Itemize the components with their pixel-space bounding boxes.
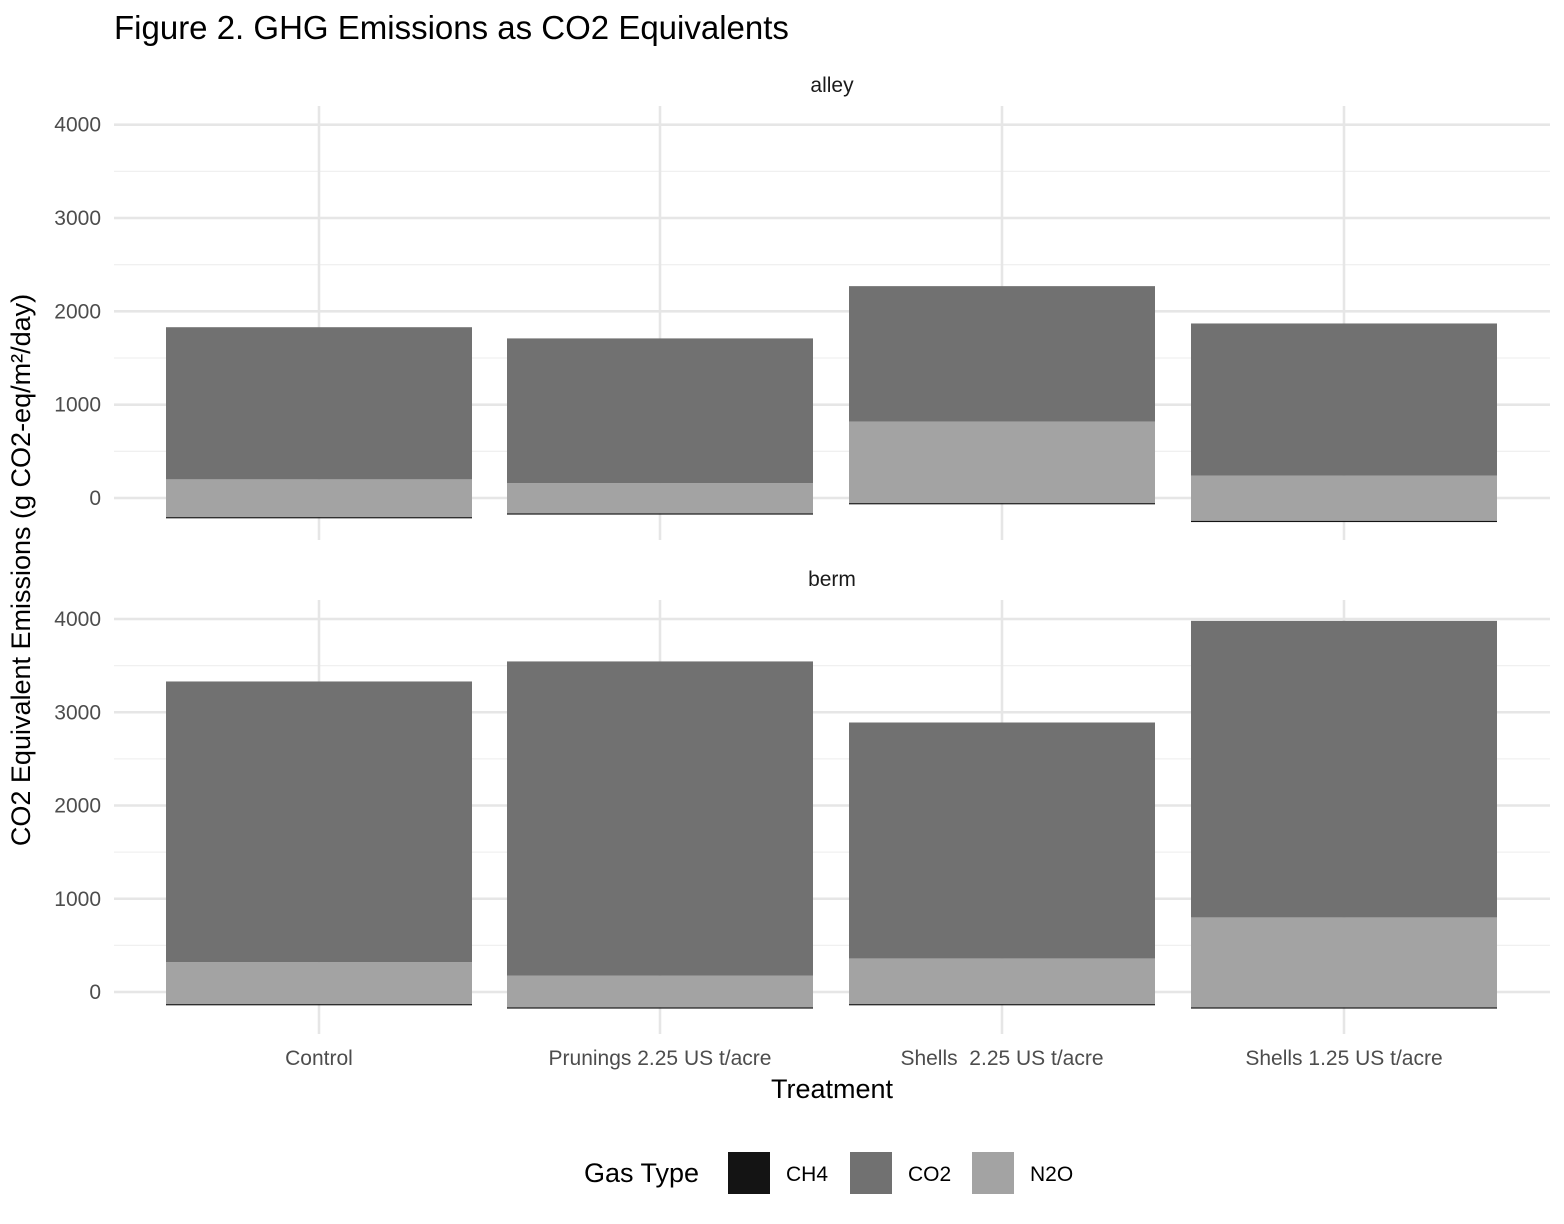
y-tick-label: 4000 (54, 608, 101, 631)
y-tick-label: 3000 (54, 701, 101, 724)
x-tick-label: Shells 2.25 US t/acre (900, 1047, 1103, 1070)
legend-label-n2o: N2O (1030, 1163, 1073, 1186)
bar-berm-shells-1-25-us-t-acre-n2o (1191, 917, 1497, 1008)
legend-key-n2o (972, 1152, 1014, 1194)
facet-label-alley: alley (810, 74, 854, 97)
facet-panels: alley 0 1000 2000 3000 4000 berm 0 1000 2000 3000 4… (54, 74, 1550, 1070)
bar-alley-prunings-2-25-us-t-acre-co2 (507, 338, 813, 484)
bar-berm-shells-2-25-us-t-acre-n2o (849, 958, 1155, 1005)
bar-berm-shells-1-25-us-t-acre-co2 (1191, 620, 1497, 918)
bar-alley-shells-2-25-us-t-acre-ch4 (849, 503, 1155, 505)
y-tick-label: 1000 (54, 394, 101, 417)
legend-label-ch4: CH4 (786, 1163, 828, 1186)
legend-label-co2: CO2 (908, 1163, 951, 1186)
bar-berm-prunings-2-25-us-t-acre-n2o (507, 975, 813, 1008)
legend-key-co2 (850, 1152, 892, 1194)
y-tick-label: 2000 (54, 300, 101, 323)
bar-berm-prunings-2-25-us-t-acre-ch4 (507, 1007, 813, 1009)
bar-alley-shells-1-25-us-t-acre-n2o (1191, 475, 1497, 521)
y-tick-label: 0 (89, 487, 101, 510)
y-axis-title: CO2 Equivalent Emissions (g CO2-eq/m²/da… (6, 294, 36, 846)
facet-label-berm: berm (808, 568, 856, 591)
legend-title: Gas Type (584, 1158, 699, 1188)
y-tick-label: 1000 (54, 888, 101, 911)
y-tick-label: 4000 (54, 114, 101, 137)
x-tick-label: Shells 1.25 US t/acre (1245, 1047, 1442, 1070)
bar-alley-shells-2-25-us-t-acre-n2o (849, 421, 1155, 504)
legend-key-ch4 (728, 1152, 770, 1194)
bar-alley-prunings-2-25-us-t-acre-n2o (507, 483, 813, 514)
bar-berm-prunings-2-25-us-t-acre-co2 (507, 661, 813, 976)
panel-alley: alley 0 1000 2000 3000 4000 (54, 74, 1550, 540)
y-tick-label: 3000 (54, 207, 101, 230)
bar-alley-shells-1-25-us-t-acre-ch4 (1191, 520, 1497, 523)
y-tick-label: 2000 (54, 795, 101, 818)
x-tick-label: Control (285, 1047, 353, 1070)
bar-alley-shells-1-25-us-t-acre-co2 (1191, 323, 1497, 476)
bar-alley-control-n2o (166, 479, 472, 518)
chart-title: Figure 2. GHG Emissions as CO2 Equivalen… (114, 9, 789, 46)
bar-berm-shells-2-25-us-t-acre-ch4 (849, 1004, 1155, 1006)
bar-berm-control-ch4 (166, 1004, 472, 1006)
y-tick-label: 0 (89, 981, 101, 1004)
bar-alley-prunings-2-25-us-t-acre-ch4 (507, 513, 813, 515)
bar-alley-control-co2 (166, 327, 472, 480)
bar-berm-shells-2-25-us-t-acre-co2 (849, 722, 1155, 959)
x-tick-label: Prunings 2.25 US t/acre (549, 1047, 772, 1070)
bar-berm-control-n2o (166, 962, 472, 1005)
legend: Gas Type CH4 CO2 N2O (584, 1152, 1073, 1194)
bar-berm-control-co2 (166, 681, 472, 963)
panel-berm: berm 0 1000 2000 3000 4000 (54, 568, 1550, 1034)
bar-alley-shells-2-25-us-t-acre-co2 (849, 286, 1155, 422)
bar-berm-shells-1-25-us-t-acre-ch4 (1191, 1007, 1497, 1009)
bar-alley-control-ch4 (166, 517, 472, 519)
x-axis-title: Treatment (771, 1074, 894, 1104)
